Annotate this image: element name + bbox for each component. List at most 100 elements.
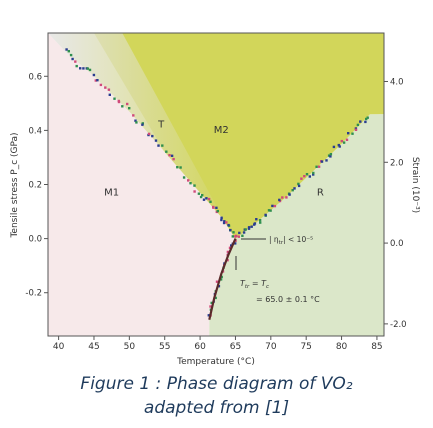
data-point (234, 242, 237, 245)
data-point (237, 235, 240, 238)
data-point (82, 67, 85, 70)
data-point (242, 231, 246, 234)
data-point (300, 177, 303, 180)
data-point (297, 184, 301, 188)
x-axis-ticks: 40 45 50 55 60 65 70 75 80 85 (53, 336, 383, 352)
data-point (269, 209, 272, 212)
data-point (325, 159, 328, 162)
data-point (329, 155, 332, 158)
data-point (199, 195, 203, 199)
y-tick-label: -0.2 (25, 289, 42, 299)
data-point (126, 102, 129, 106)
y2-axis-ticks: -2.0 0.0 2.0 4.0 (384, 77, 407, 330)
region-r (209, 114, 384, 336)
data-point (205, 197, 208, 200)
data-point (132, 114, 135, 117)
data-point (247, 226, 251, 229)
region-t (48, 33, 236, 239)
data-point (235, 234, 238, 238)
data-point (230, 244, 233, 247)
data-point (297, 182, 300, 186)
data-point (285, 196, 288, 199)
data-point (228, 246, 232, 249)
data-point (147, 132, 151, 136)
data-point (187, 179, 190, 182)
figure-caption-line1: Figure 1 : Phase diagram of VO₂ (80, 374, 353, 394)
data-point (332, 145, 336, 149)
y2-tick-label: -2.0 (390, 320, 407, 330)
data-point (225, 221, 228, 224)
data-point (312, 171, 315, 175)
data-point (154, 139, 158, 142)
data-point (210, 301, 213, 305)
data-point (354, 128, 358, 131)
region-label-m1: M1 (104, 187, 119, 198)
data-point (161, 144, 164, 147)
data-point (96, 79, 99, 82)
y-tick-label: 0.2 (28, 181, 42, 191)
tc-equation: Ttr = Tc (240, 279, 269, 290)
data-point (79, 67, 82, 70)
x-tick-label: 70 (265, 342, 277, 352)
x-tick-label: 60 (194, 342, 206, 352)
data-point (207, 314, 210, 317)
data-point (305, 173, 309, 176)
data-point (207, 197, 211, 201)
y2-tick-label: 0.0 (390, 239, 404, 249)
y-tick-label: 0.6 (28, 72, 42, 82)
data-point (288, 193, 291, 196)
data-point (67, 50, 70, 53)
y-axis-label: Tensile stress P_c (GPa) (10, 132, 20, 238)
x-tick-label: 50 (124, 342, 136, 352)
data-point (264, 213, 267, 217)
data-point (219, 278, 223, 281)
data-point (189, 182, 192, 185)
data-point (227, 223, 230, 227)
data-point (165, 150, 168, 153)
data-point (223, 220, 226, 223)
y-tick-label: 0.4 (28, 126, 42, 136)
eta-annotation: | ηtr| < 10⁻⁵ (241, 235, 313, 246)
x-tick-label: 45 (88, 342, 99, 352)
data-point (267, 209, 271, 212)
data-point (108, 93, 111, 96)
data-point (253, 222, 257, 225)
data-point (364, 120, 367, 124)
data-point (117, 99, 120, 103)
data-point (209, 305, 212, 308)
data-point (226, 259, 229, 262)
data-point (168, 154, 171, 157)
data-point (99, 83, 103, 87)
data-point (107, 88, 111, 91)
data-point (231, 235, 234, 238)
data-point (214, 296, 217, 300)
x-tick-label: 40 (53, 342, 65, 352)
data-point (291, 189, 294, 192)
data-point (356, 123, 360, 127)
data-point (220, 275, 223, 279)
data-point (182, 176, 186, 179)
data-point (329, 153, 333, 156)
data-point (345, 138, 349, 141)
data-point (338, 145, 341, 148)
data-points (65, 48, 369, 317)
data-point (337, 143, 340, 147)
data-point (259, 221, 262, 224)
data-point (176, 166, 179, 169)
data-point (247, 227, 251, 230)
data-point (359, 120, 362, 123)
data-point (327, 154, 331, 157)
x-axis-label: Temperature (°C) (176, 357, 255, 367)
data-point (365, 117, 368, 121)
data-point (238, 231, 241, 235)
data-point (354, 127, 358, 130)
y2-tick-label: 4.0 (390, 77, 404, 87)
region-label-t: T (157, 120, 165, 131)
data-point (222, 221, 226, 225)
data-point (197, 192, 201, 195)
data-point (128, 107, 131, 110)
data-point (209, 200, 212, 203)
data-point (88, 68, 92, 72)
data-point (71, 57, 74, 61)
